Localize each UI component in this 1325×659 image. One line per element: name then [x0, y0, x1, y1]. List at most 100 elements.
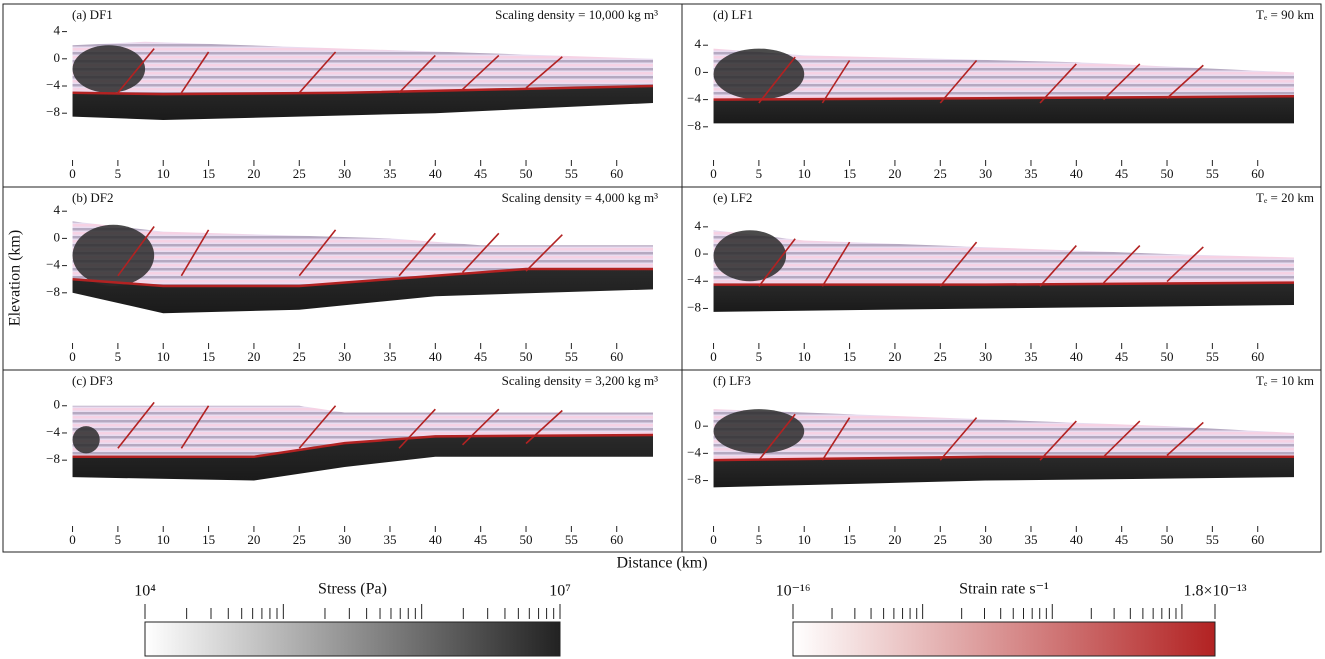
panel-title: (e) LF2 [713, 190, 752, 205]
panel: (d) LF1 Tₑ = 90 km0 5 10 15 20 25 30 35 40 45 50 55 6… [687, 7, 1314, 181]
x-tick-label: 25 [293, 532, 306, 547]
fault [758, 56, 796, 104]
basement [713, 282, 1294, 312]
x-tick-label: 35 [1024, 349, 1037, 364]
colorbar-title: Stress (Pa) [318, 581, 387, 598]
x-tick-label: 40 [1070, 166, 1083, 181]
y-tick-label: 0 [54, 397, 61, 412]
fault [298, 405, 337, 449]
deformation-zone [72, 224, 155, 286]
y-tick-label: −4 [46, 77, 60, 92]
x-tick-label: 15 [202, 166, 215, 181]
y-tick-label: 4 [695, 218, 702, 233]
x-tick-label: 50 [520, 349, 533, 364]
x-tick-label: 0 [710, 166, 717, 181]
y-tick-label: −8 [687, 299, 701, 314]
x-tick-label: 5 [115, 532, 122, 547]
fault [117, 226, 155, 277]
fault [461, 232, 500, 273]
y-tick-label: −4 [687, 272, 701, 287]
fault [758, 238, 796, 287]
decollement [713, 455, 1294, 462]
x-tick-label: 40 [429, 532, 442, 547]
x-tick-label: 60 [1251, 166, 1264, 181]
x-tick-label: 55 [565, 166, 578, 181]
fault [821, 241, 851, 287]
fault [939, 417, 978, 461]
x-tick-label: 0 [710, 532, 717, 547]
panel-title: (d) LF1 [713, 7, 753, 22]
x-tick-label: 15 [202, 532, 215, 547]
fault [398, 232, 436, 277]
x-tick-label: 25 [293, 166, 306, 181]
x-tick-label: 45 [1115, 349, 1128, 364]
x-tick-label: 25 [934, 349, 947, 364]
y-axis-label: Elevation (km) [7, 230, 24, 326]
y-tick-label: 0 [54, 229, 61, 244]
x-tick-label: 60 [1251, 349, 1264, 364]
x-tick-label: 20 [888, 166, 901, 181]
y-tick-label: −8 [46, 284, 60, 299]
fault [525, 234, 563, 272]
x-tick-label: 30 [979, 532, 992, 547]
fault [758, 413, 796, 461]
deformation-zone [713, 230, 787, 282]
fault [1039, 245, 1077, 287]
y-tick-label: −4 [687, 91, 701, 106]
x-tick-label: 5 [115, 349, 122, 364]
x-tick-label: 45 [474, 349, 487, 364]
y-tick-label: −4 [46, 257, 60, 272]
annotation: Tₑ = 20 km [1256, 190, 1314, 205]
x-tick-label: 15 [843, 349, 856, 364]
fault [461, 54, 500, 90]
fault [1102, 63, 1141, 101]
colorbar-tick-label: 10⁷ [549, 583, 571, 600]
panel-title: (a) DF1 [72, 7, 113, 22]
x-tick-label: 55 [1206, 532, 1219, 547]
basement [72, 269, 653, 314]
x-tick-label: 30 [338, 166, 351, 181]
x-tick-label: 25 [293, 349, 306, 364]
x-tick-label: 5 [756, 532, 763, 547]
colorbar [144, 621, 561, 657]
fault [1166, 246, 1204, 283]
x-tick-label: 0 [69, 166, 76, 181]
panel: (f) LF3 Tₑ = 10 km 0 5 10 15 20 25 30 35 40 45 50 55 6… [687, 373, 1314, 547]
x-tick-label: 25 [934, 532, 947, 547]
x-tick-label: 0 [69, 532, 76, 547]
annotation: Tₑ = 90 km [1256, 7, 1314, 22]
fault [1166, 421, 1204, 456]
x-tick-label: 15 [202, 349, 215, 364]
deformation-zone [72, 45, 146, 93]
x-tick-label: 5 [756, 166, 763, 181]
x-tick-label: 55 [565, 532, 578, 547]
y-tick-label: −4 [46, 424, 60, 439]
x-tick-label: 10 [798, 349, 811, 364]
x-tick-label: 20 [247, 166, 260, 181]
x-tick-label: 25 [934, 166, 947, 181]
x-axis-label: Distance (km) [616, 555, 707, 572]
x-tick-label: 45 [1115, 166, 1128, 181]
x-tick-label: 35 [383, 166, 396, 181]
basement [72, 435, 653, 481]
x-tick-label: 30 [338, 532, 351, 547]
deformation-zone [713, 409, 805, 454]
y-tick-label: 0 [695, 417, 702, 432]
basement [713, 456, 1294, 488]
annotation: Tₑ = 10 km [1256, 373, 1314, 388]
x-tick-label: 35 [383, 349, 396, 364]
fault [525, 56, 563, 89]
fault [180, 405, 210, 449]
x-tick-label: 50 [520, 166, 533, 181]
y-tick-label: −4 [687, 444, 701, 459]
fault [1039, 420, 1077, 461]
x-tick-label: 45 [1115, 532, 1128, 547]
x-tick-label: 50 [1161, 532, 1174, 547]
x-tick-label: 35 [383, 532, 396, 547]
strata [713, 48, 1294, 100]
panel: (e) LF2 Tₑ = 20 km0 5 10 15 20 25 30 35 40 45 50 55 6… [687, 190, 1314, 364]
x-tick-label: 15 [843, 166, 856, 181]
x-tick-label: 55 [565, 349, 578, 364]
